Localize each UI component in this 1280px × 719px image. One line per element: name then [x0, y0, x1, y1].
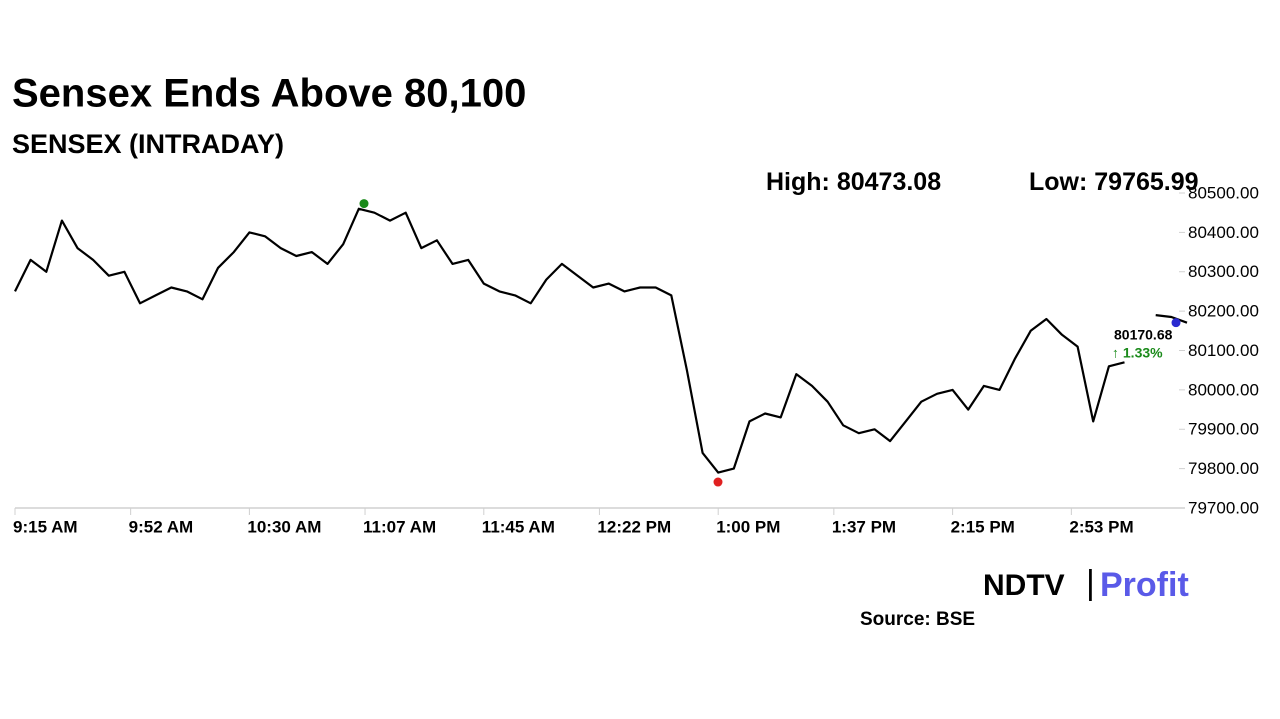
low-marker	[713, 477, 723, 487]
close-label: 80170.68	[1114, 327, 1173, 343]
high-label: High:	[766, 168, 830, 196]
x-tick-label: 1:00 PM	[716, 517, 780, 536]
logo-profit: Profit	[1100, 566, 1189, 604]
logo-ndtv: NDTV	[983, 569, 1065, 602]
x-tick-label: 12:22 PM	[597, 517, 671, 536]
source: Source: BSE	[860, 609, 975, 630]
high-marker	[359, 199, 369, 209]
x-tick-label: 2:15 PM	[951, 517, 1015, 536]
x-tick-label: 9:52 AM	[129, 517, 194, 536]
logo-bar: |	[1086, 564, 1095, 602]
high-text: High: 80473.08	[766, 168, 941, 196]
low-label: Low:	[1029, 168, 1087, 196]
change-label: ↑ 1.33%	[1112, 345, 1163, 361]
x-tick-label: 11:45 AM	[482, 517, 555, 536]
chart-subtitle: SENSEX (INTRADAY)	[12, 129, 284, 159]
low-value: 79765.99	[1094, 168, 1198, 196]
y-tick-label: 79900.00	[1188, 420, 1259, 439]
x-tick-label: 9:15 AM	[13, 517, 78, 536]
high-value: 80473.08	[837, 168, 941, 196]
y-tick-label: 80100.00	[1188, 341, 1259, 360]
y-tick-label: 80000.00	[1188, 380, 1259, 399]
x-tick-label: 1:37 PM	[832, 517, 896, 536]
y-tick-label: 79700.00	[1188, 498, 1259, 517]
y-tick-label: 80400.00	[1188, 223, 1259, 242]
y-tick-label: 79800.00	[1188, 459, 1259, 478]
low-text: Low: 79765.99	[1029, 168, 1199, 196]
x-tick-label: 10:30 AM	[247, 517, 321, 536]
x-tick-label: 2:53 PM	[1069, 517, 1133, 536]
close-marker	[1171, 318, 1181, 328]
chart-title: Sensex Ends Above 80,100	[12, 72, 526, 116]
y-tick-label: 80500.00	[1188, 183, 1259, 202]
price-line	[14, 207, 1188, 474]
y-tick-label: 80200.00	[1188, 302, 1259, 321]
x-tick-label: 11:07 AM	[363, 517, 436, 536]
y-tick-label: 80300.00	[1188, 262, 1259, 281]
